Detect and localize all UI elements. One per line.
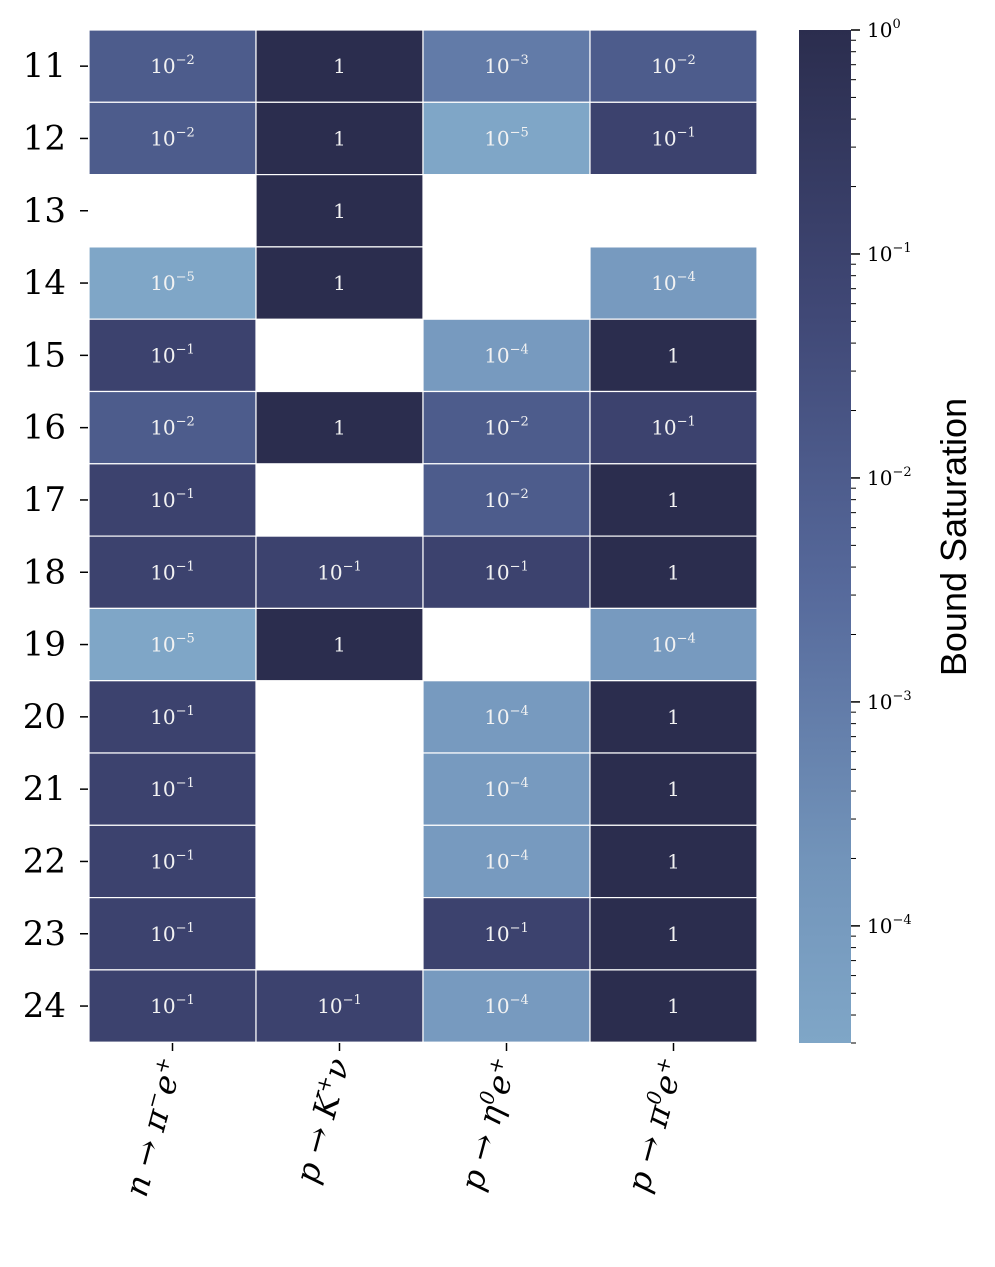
cell-value-label: 1 [667,849,680,873]
cell-value-label: 10−2 [484,487,529,512]
row-label: 18 [23,552,66,592]
row-label: 22 [23,841,66,881]
heatmap-cell [88,535,257,609]
heatmap-cell [589,752,758,826]
cell-value-label: 1 [667,922,680,946]
heatmap-cell [589,101,758,176]
cell-value-label: 10−1 [651,125,696,150]
colorbar-ticks: 100 10−1 10−2 10−3 10−4 [851,17,912,1044]
row-label: 11 [23,46,66,86]
colorbar-gradient [799,30,851,1043]
cell-value-label: 10−1 [150,559,195,584]
row-label: 15 [23,335,66,375]
cell-value-label: 1 [667,488,680,512]
colorbar-tick-label: 10−1 [867,241,912,266]
cell-value-label: 1 [667,777,680,801]
heatmap-cell [589,969,758,1043]
heatmap-cell [88,969,257,1043]
colorbar-tick-label: 10−2 [867,465,912,490]
row-label: 13 [23,191,66,231]
heatmap-cell [589,390,758,465]
row-label: 21 [23,769,66,809]
heatmap-cell [88,318,257,393]
cell-value-label: 10−5 [150,270,195,295]
heatmap-cell [255,101,424,176]
colorbar: 100 10−1 10−2 10−3 10−4 Bound Saturation [799,17,974,1044]
heatmap-cell [422,535,591,609]
row-labels: 11 12 13 14 15 16 17 18 19 20 21 22 23 24 [23,46,88,1026]
heatmap-cell [255,246,424,320]
heatmap-cell [422,896,591,971]
heatmap-cell [88,896,257,971]
heatmap-cell [255,174,424,248]
row-label: 16 [23,408,66,448]
heatmap-cell [589,29,758,103]
heatmap-cell [88,680,257,754]
cell-value-label: 10−2 [150,125,195,150]
column-labels: n → π−e+ p → K+ν p → η0e+ p → π0e+ [116,1043,691,1201]
heatmap-cell [422,463,591,537]
heatmap-cell [88,824,257,899]
heatmap-cell [422,824,591,899]
cell-value-label: 10−1 [150,487,195,512]
colorbar-tick-label: 10−3 [867,689,912,714]
heatmap-cell [589,246,758,320]
row-label: 19 [23,625,66,665]
cell-value-label: 1 [667,994,680,1018]
heatmap-cell [88,101,257,176]
cell-value-label: 1 [333,633,346,657]
column-label: p → K+ν [286,1054,357,1188]
cell-value-label: 10−4 [484,342,529,367]
column-label: p → π0e+ [618,1054,691,1197]
heatmap-cell [589,896,758,971]
column-label: n → π−e+ [116,1054,190,1201]
heatmap-cell [422,101,591,176]
heatmap-cell [422,969,591,1043]
row-label: 14 [23,263,66,303]
heatmap-cell [88,752,257,826]
heatmap-cell [422,680,591,754]
heatmap-cell [422,318,591,393]
cell-value-label: 1 [333,126,346,150]
heatmap-cell [255,607,424,682]
cell-value-label: 1 [333,54,346,78]
cell-value-label: 10−1 [317,559,362,584]
cell-value-label: 10−2 [150,53,195,78]
heatmap-cell [88,246,257,320]
heatmap-cell [255,390,424,465]
row-label: 17 [23,480,66,520]
heatmap-cell [589,824,758,899]
heatmap-cell [88,390,257,465]
cell-value-label: 1 [333,271,346,295]
cell-value-label: 10−1 [150,342,195,367]
heatmap-cell [88,607,257,682]
cell-value-label: 1 [667,343,680,367]
column-label: p → η0e+ [452,1054,525,1195]
heatmap-cell [589,463,758,537]
heatmap-cell [589,318,758,393]
heatmap-cell [589,607,758,682]
cell-value-label: 1 [667,705,680,729]
colorbar-title: Bound Saturation [933,398,974,676]
row-label: 12 [23,118,66,158]
heatmap-cell [255,969,424,1043]
row-label: 20 [23,697,66,737]
row-label: 23 [23,914,66,954]
heatmap-cell [589,535,758,609]
cell-value-label: 10−2 [484,415,529,440]
cell-value-label: 1 [333,199,346,223]
colorbar-tick-label: 10−4 [867,913,912,938]
cell-value-label: 1 [333,416,346,440]
cell-value-label: 10−5 [150,632,195,657]
colorbar-tick-label: 100 [867,17,901,42]
heatmap-cell [589,680,758,754]
cell-value-label: 1 [667,560,680,584]
cell-value-label: 10−1 [484,921,529,946]
row-label: 24 [23,986,66,1026]
heatmap-cell [88,29,257,103]
